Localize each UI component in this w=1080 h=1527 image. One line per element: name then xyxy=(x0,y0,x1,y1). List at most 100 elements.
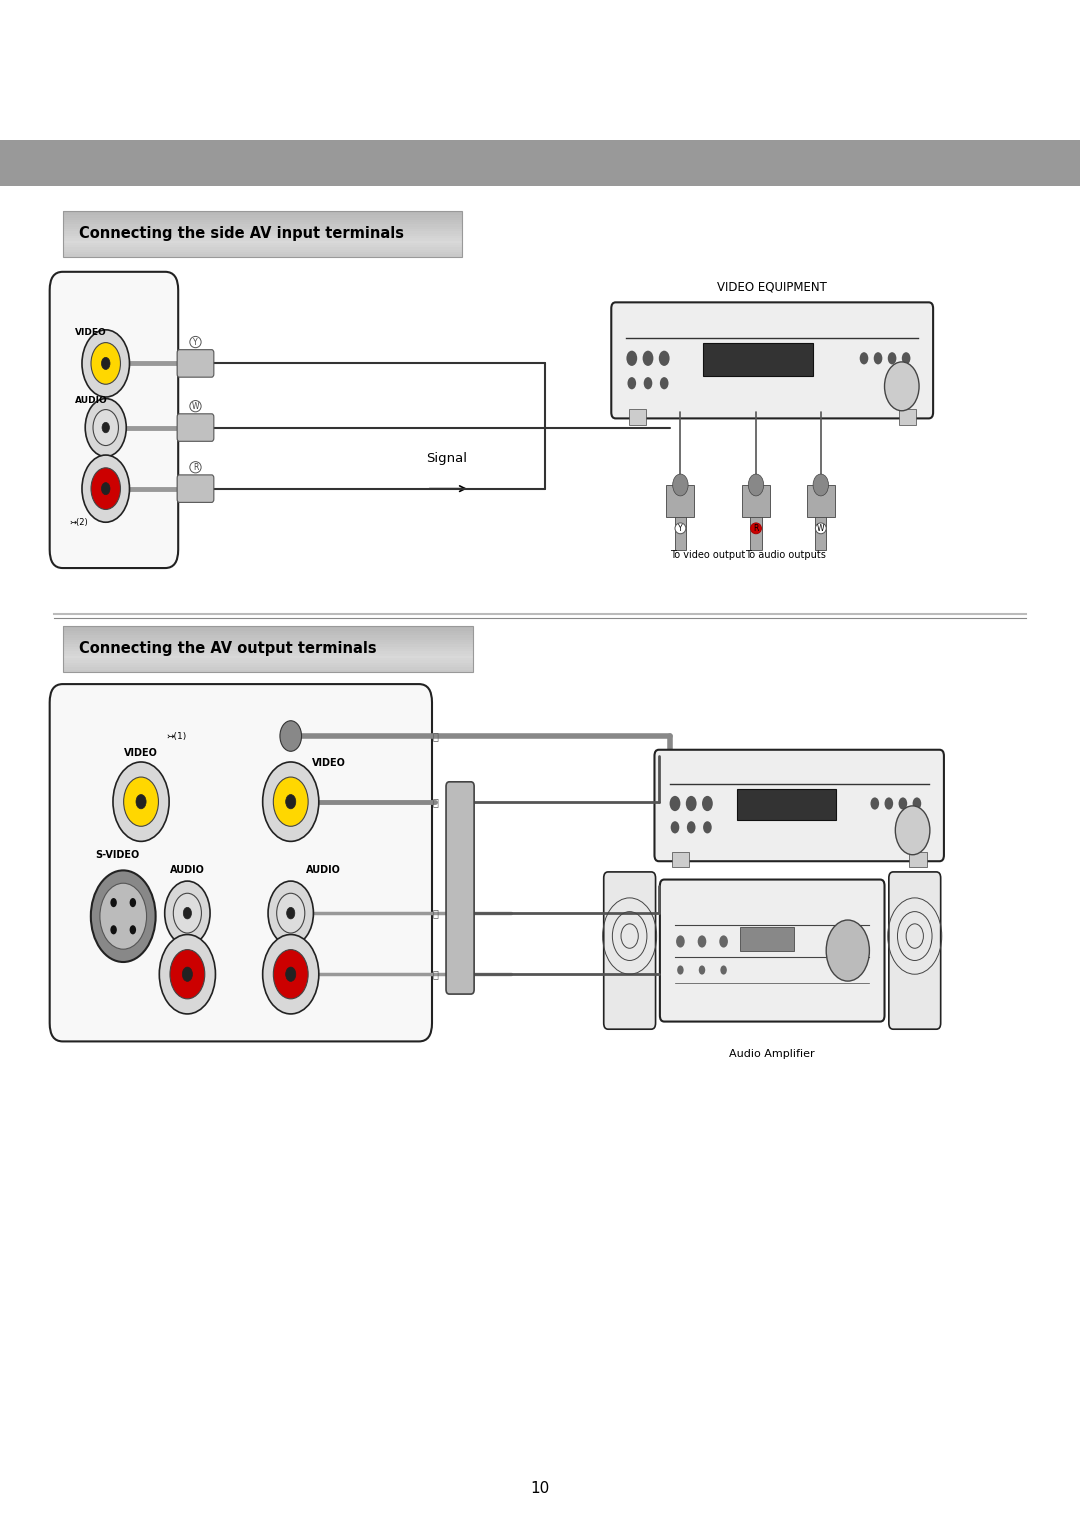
Text: W: W xyxy=(192,402,199,411)
Bar xyxy=(63,640,473,641)
Text: R: R xyxy=(754,524,758,533)
Circle shape xyxy=(860,353,868,365)
Circle shape xyxy=(110,925,117,935)
Circle shape xyxy=(888,353,896,365)
Bar xyxy=(63,218,462,220)
Bar xyxy=(63,641,473,644)
Bar xyxy=(63,214,462,215)
Bar xyxy=(742,486,770,516)
Circle shape xyxy=(102,483,110,495)
Bar xyxy=(63,664,473,667)
Circle shape xyxy=(93,409,119,446)
Circle shape xyxy=(826,919,869,980)
Circle shape xyxy=(91,870,156,962)
Text: VIDEO: VIDEO xyxy=(75,328,107,337)
Circle shape xyxy=(100,883,147,950)
Circle shape xyxy=(273,950,308,999)
Bar xyxy=(63,211,462,257)
Text: VIDEO: VIDEO xyxy=(312,759,346,768)
Text: VIDEO EQUIPMENT: VIDEO EQUIPMENT xyxy=(717,279,827,293)
Text: Connecting the AV output terminals: Connecting the AV output terminals xyxy=(79,641,377,657)
Circle shape xyxy=(895,806,930,855)
Text: W: W xyxy=(818,524,824,533)
Circle shape xyxy=(262,935,319,1014)
Bar xyxy=(63,667,473,669)
FancyBboxPatch shape xyxy=(177,414,214,441)
FancyBboxPatch shape xyxy=(177,350,214,377)
Circle shape xyxy=(164,881,210,945)
Circle shape xyxy=(660,377,669,389)
Bar xyxy=(751,501,761,551)
Circle shape xyxy=(286,794,296,809)
Bar xyxy=(807,486,835,516)
Text: ↣(1): ↣(1) xyxy=(166,731,187,741)
Bar xyxy=(63,215,462,218)
Bar xyxy=(909,852,927,867)
Circle shape xyxy=(677,965,684,974)
Circle shape xyxy=(268,881,313,945)
Circle shape xyxy=(874,353,882,365)
Circle shape xyxy=(659,351,670,366)
Bar xyxy=(63,669,473,672)
Text: R: R xyxy=(193,463,198,472)
Circle shape xyxy=(673,473,688,496)
Bar xyxy=(63,237,462,238)
Circle shape xyxy=(276,893,305,933)
Bar xyxy=(63,647,473,649)
Bar xyxy=(738,788,836,820)
Circle shape xyxy=(720,965,727,974)
Circle shape xyxy=(686,796,697,811)
Text: Signal: Signal xyxy=(427,452,468,464)
Text: Audio Amplifier: Audio Amplifier xyxy=(729,1049,815,1060)
Circle shape xyxy=(130,925,136,935)
Bar xyxy=(63,241,462,243)
Text: VIDEO: VIDEO xyxy=(124,748,158,757)
Text: Y: Y xyxy=(193,337,198,347)
Bar xyxy=(63,247,462,249)
Text: 10: 10 xyxy=(530,1481,550,1496)
Circle shape xyxy=(85,399,126,457)
Circle shape xyxy=(130,898,136,907)
Bar xyxy=(899,409,916,425)
Bar xyxy=(0,140,1080,186)
Bar xyxy=(63,638,473,640)
Circle shape xyxy=(626,351,637,366)
Circle shape xyxy=(813,473,828,496)
Circle shape xyxy=(627,377,636,389)
Bar xyxy=(63,635,473,638)
Circle shape xyxy=(870,797,879,809)
Circle shape xyxy=(110,898,117,907)
Bar xyxy=(740,927,794,950)
Bar xyxy=(63,654,473,657)
Circle shape xyxy=(885,362,919,411)
Bar xyxy=(63,651,473,654)
FancyBboxPatch shape xyxy=(177,475,214,502)
Text: AUDIO: AUDIO xyxy=(170,866,205,875)
Bar xyxy=(63,644,473,647)
Bar xyxy=(63,649,473,651)
FancyBboxPatch shape xyxy=(660,880,885,1022)
Circle shape xyxy=(670,796,680,811)
FancyBboxPatch shape xyxy=(889,872,941,1029)
FancyBboxPatch shape xyxy=(604,872,656,1029)
Bar xyxy=(666,486,694,516)
Circle shape xyxy=(280,721,301,751)
Circle shape xyxy=(703,822,712,834)
Bar xyxy=(63,657,473,658)
Bar xyxy=(63,246,462,247)
Circle shape xyxy=(885,797,893,809)
Bar xyxy=(63,234,462,237)
Circle shape xyxy=(273,777,308,826)
Bar xyxy=(63,238,462,240)
Bar xyxy=(63,626,473,629)
Text: ↣(2): ↣(2) xyxy=(69,518,87,527)
Text: AUDIO: AUDIO xyxy=(75,395,108,405)
Bar xyxy=(63,632,473,635)
Circle shape xyxy=(82,330,130,397)
Circle shape xyxy=(184,907,191,919)
Bar xyxy=(63,252,462,255)
Circle shape xyxy=(113,762,170,841)
Circle shape xyxy=(702,796,713,811)
Bar xyxy=(63,658,473,660)
Circle shape xyxy=(102,357,110,370)
